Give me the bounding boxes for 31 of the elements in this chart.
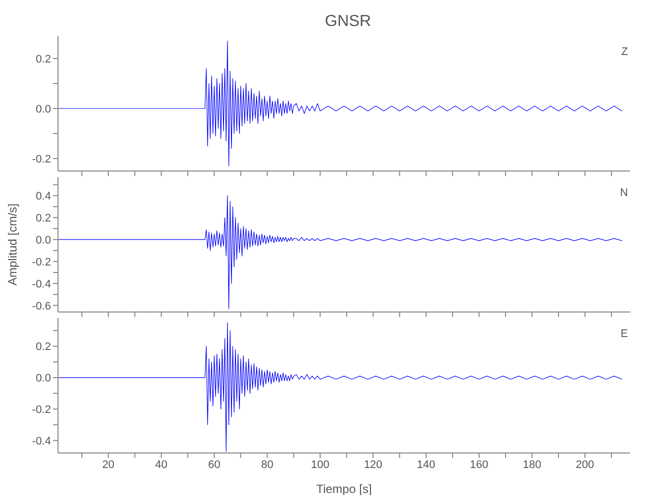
y-tick-label: 0.2 bbox=[36, 341, 51, 354]
line-series bbox=[58, 195, 622, 310]
x-tick-label: 180 bbox=[522, 458, 542, 471]
x-tick-label: 40 bbox=[155, 458, 168, 471]
y-tick-label: 0.2 bbox=[36, 212, 51, 225]
y-tick-label: -0.2 bbox=[32, 153, 51, 166]
x-tick-label: 140 bbox=[416, 458, 436, 471]
y-tick-label: 0.0 bbox=[36, 372, 51, 385]
y-tick-label: 0.0 bbox=[36, 234, 51, 246]
annotation: E bbox=[620, 328, 628, 340]
x-tick-label: 80 bbox=[261, 458, 274, 471]
y-tick-label: -0.2 bbox=[32, 404, 51, 416]
y-tick-label: -0.4 bbox=[32, 278, 51, 290]
y-tick-label: -0.2 bbox=[32, 256, 51, 268]
x-tick-label: 100 bbox=[310, 458, 330, 471]
y-tick-label: -0.6 bbox=[32, 300, 51, 312]
y-tick-label: -0.4 bbox=[32, 435, 51, 448]
x-tick-label: 160 bbox=[470, 458, 488, 471]
x-tick-label: 200 bbox=[576, 458, 594, 471]
x-tick-label: 120 bbox=[364, 458, 382, 471]
line-series bbox=[58, 322, 622, 452]
line-series bbox=[58, 40, 622, 166]
x-tick-label: 20 bbox=[102, 458, 114, 471]
y-tick-label: 0.4 bbox=[36, 190, 51, 203]
chart-title: GNSR bbox=[324, 12, 372, 32]
y-axis-title: Amplitud [cm/s] bbox=[5, 203, 20, 286]
x-tick-label: 60 bbox=[208, 458, 220, 471]
y-tick-label: 0.2 bbox=[36, 53, 51, 66]
y-tick-label: 0.0 bbox=[36, 103, 51, 116]
annotation: N bbox=[620, 187, 628, 199]
annotation: Z bbox=[621, 46, 628, 58]
